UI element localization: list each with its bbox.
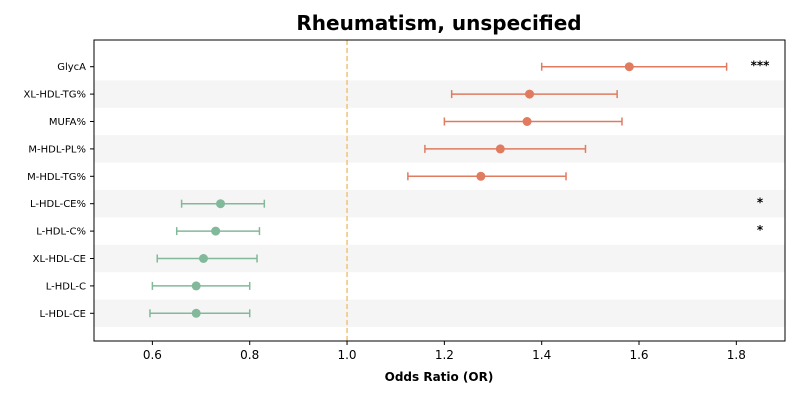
plot-frame [93, 39, 786, 342]
estimate-row [424, 144, 587, 154]
x-tick-label: 1.4 [532, 348, 551, 362]
y-tick-label: M-HDL-TG% [27, 172, 86, 183]
x-tick-label: 1.2 [435, 348, 454, 362]
y-tick-label: XL-HDL-TG% [23, 90, 86, 101]
odds-ratio-point [525, 89, 535, 99]
odds-ratio-point [198, 254, 208, 263]
estimate-row [450, 89, 618, 99]
estimate-row [175, 226, 261, 236]
x-axis: 0.6 0.8 1.0 1.2 1.4 1.6 1.8 [143, 341, 746, 362]
estimate-row [180, 199, 266, 209]
odds-ratio-point [191, 281, 201, 291]
estimate-row [407, 171, 567, 181]
y-tick-label: L-HDL-CE% [30, 199, 86, 210]
y-tick-label: M-HDL-PL% [28, 144, 86, 155]
y-axis-labels: GlycA XL-HDL-TG% MUFA% M-HDL-PL% M-HDL-TG% L-… [23, 62, 94, 320]
estimate-row [151, 281, 251, 291]
x-axis-label: Odds Ratio (OR) [385, 370, 494, 384]
chart-title: Rheumatism, unspecified [296, 11, 581, 35]
y-tick-label: XL-HDL-CE [33, 254, 86, 265]
x-tick-label: 1.8 [727, 348, 746, 362]
significance-label: *** [751, 59, 771, 73]
odds-ratio-point [522, 117, 532, 126]
row-band [94, 80, 785, 108]
significance-labels: ***** [751, 59, 771, 237]
y-tick-label: GlycA [57, 62, 86, 73]
x-tick-label: 1.6 [629, 348, 648, 362]
estimate-row [149, 308, 251, 318]
estimate-row [540, 62, 728, 72]
odds-ratio-point [624, 62, 634, 72]
odds-ratio-point [216, 199, 226, 209]
estimate-row [156, 254, 258, 263]
x-tick-label: 0.6 [143, 348, 162, 362]
odds-ratio-point [495, 144, 505, 154]
y-tick-label: MUFA% [49, 117, 86, 128]
odds-ratio-point [476, 171, 486, 181]
y-tick-label: L-HDL-CE [39, 309, 86, 320]
estimate-row [443, 117, 623, 126]
x-tick-label: 1.0 [337, 348, 356, 362]
y-tick-label: L-HDL-C [46, 281, 86, 292]
y-tick-label: L-HDL-C% [36, 227, 86, 238]
significance-label: * [757, 223, 764, 237]
estimate-marks [149, 62, 728, 318]
significance-label: * [757, 196, 764, 210]
odds-ratio-point [211, 226, 221, 236]
x-tick-label: 0.8 [240, 348, 259, 362]
odds-ratio-point [191, 308, 201, 318]
